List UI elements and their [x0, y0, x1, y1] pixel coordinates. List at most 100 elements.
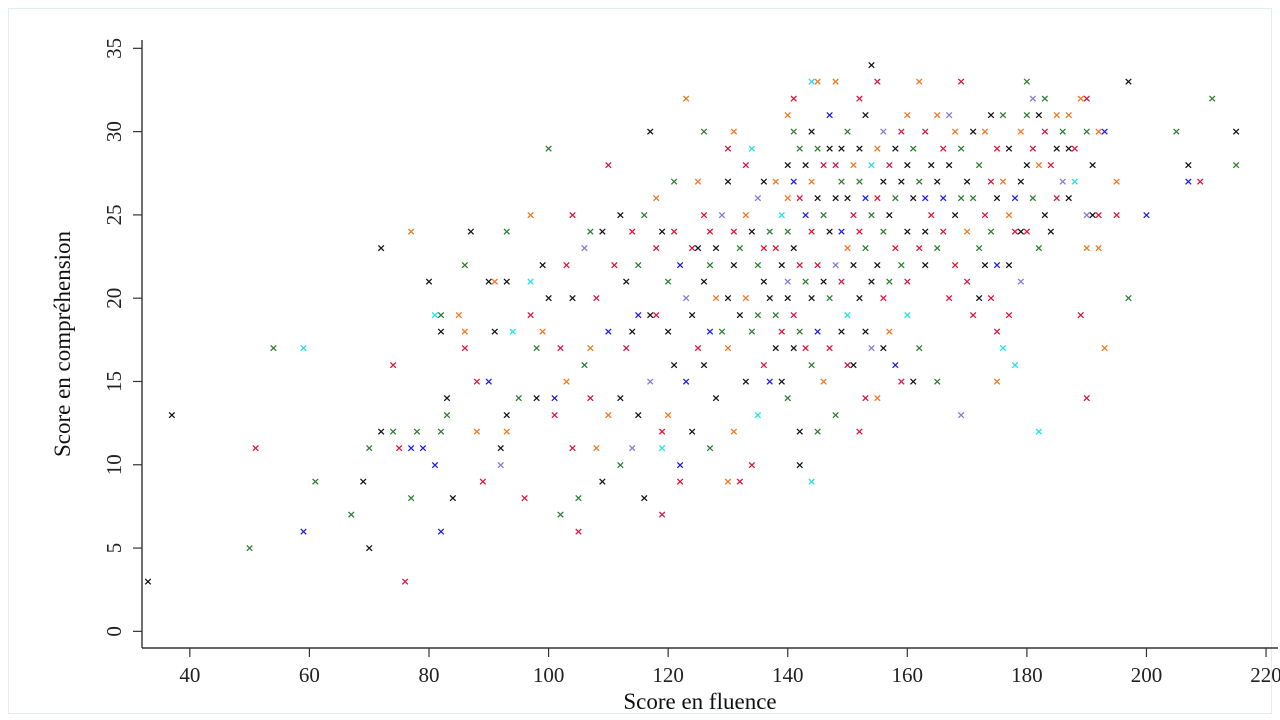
data-point: ×	[783, 392, 792, 405]
data-point: ×	[777, 208, 786, 221]
data-point: ×	[442, 408, 451, 421]
data-point: ×	[867, 275, 876, 288]
data-point: ×	[915, 175, 924, 188]
data-point: ×	[251, 442, 260, 455]
data-point: ×	[143, 575, 152, 588]
data-point: ×	[855, 292, 864, 305]
data-point: ×	[598, 475, 607, 488]
data-point: ×	[933, 108, 942, 121]
data-point: ×	[586, 225, 595, 238]
data-point: ×	[705, 225, 714, 238]
data-point: ×	[867, 208, 876, 221]
data-point: ×	[945, 158, 954, 171]
data-point: ×	[927, 158, 936, 171]
data-point: ×	[891, 242, 900, 255]
data-point: ×	[933, 175, 942, 188]
data-point: ×	[592, 292, 601, 305]
data-point: ×	[747, 325, 756, 338]
data-point: ×	[598, 225, 607, 238]
data-point: ×	[1088, 208, 1097, 221]
data-point: ×	[699, 275, 708, 288]
data-point: ×	[574, 525, 583, 538]
data-point: ×	[616, 458, 625, 471]
data-point: ×	[424, 275, 433, 288]
data-point: ×	[879, 125, 888, 138]
data-point: ×	[1184, 158, 1193, 171]
data-point: ×	[1124, 75, 1133, 88]
data-point: ×	[801, 342, 810, 355]
y-axis-title: Score en compréhension	[50, 230, 75, 457]
data-point: ×	[574, 492, 583, 505]
data-point: ×	[795, 258, 804, 271]
data-point: ×	[765, 225, 774, 238]
data-point: ×	[394, 442, 403, 455]
data-point: ×	[448, 492, 457, 505]
data-point: ×	[1052, 192, 1061, 205]
data-point: ×	[801, 158, 810, 171]
data-point: ×	[747, 142, 756, 155]
data-point: ×	[992, 258, 1001, 271]
data-point: ×	[556, 508, 565, 521]
data-point: ×	[825, 108, 834, 121]
data-point: ×	[412, 425, 421, 438]
data-point: ×	[735, 475, 744, 488]
data-point: ×	[873, 142, 882, 155]
data-point: ×	[939, 142, 948, 155]
data-point: ×	[807, 125, 816, 138]
x-tick-label: 160	[892, 663, 924, 687]
y-tick-label: 25	[102, 204, 126, 225]
data-point: ×	[807, 292, 816, 305]
data-point: ×	[556, 342, 565, 355]
data-point: ×	[442, 392, 451, 405]
data-point: ×	[783, 108, 792, 121]
data-point: ×	[580, 358, 589, 371]
data-point: ×	[520, 492, 529, 505]
data-point: ×	[968, 192, 977, 205]
data-point: ×	[1016, 275, 1025, 288]
data-point: ×	[741, 292, 750, 305]
data-point: ×	[1022, 158, 1031, 171]
data-point: ×	[753, 308, 762, 321]
data-point: ×	[957, 142, 966, 155]
data-point: ×	[634, 408, 643, 421]
data-point: ×	[622, 342, 631, 355]
data-point: ×	[831, 158, 840, 171]
data-point: ×	[568, 442, 577, 455]
data-point: ×	[831, 258, 840, 271]
data-point: ×	[843, 358, 852, 371]
data-point: ×	[813, 75, 822, 88]
data-point: ×	[652, 242, 661, 255]
data-point: ×	[646, 308, 655, 321]
data-point: ×	[586, 342, 595, 355]
data-point: ×	[897, 175, 906, 188]
data-point: ×	[945, 292, 954, 305]
data-point: ×	[460, 258, 469, 271]
data-point: ×	[658, 442, 667, 455]
data-point: ×	[873, 192, 882, 205]
data-point: ×	[873, 258, 882, 271]
data-point: ×	[502, 275, 511, 288]
data-point: ×	[436, 525, 445, 538]
data-point: ×	[843, 242, 852, 255]
data-point: ×	[1082, 242, 1091, 255]
data-point: ×	[819, 275, 828, 288]
data-point: ×	[909, 375, 918, 388]
data-point: ×	[855, 175, 864, 188]
data-point: ×	[1100, 125, 1109, 138]
data-point: ×	[1022, 75, 1031, 88]
data-point: ×	[759, 358, 768, 371]
data-point: ×	[699, 208, 708, 221]
data-point: ×	[795, 142, 804, 155]
data-point: ×	[311, 475, 320, 488]
data-point: ×	[1082, 392, 1091, 405]
data-point: ×	[861, 108, 870, 121]
data-point: ×	[430, 458, 439, 471]
data-point: ×	[1232, 125, 1241, 138]
data-point: ×	[1076, 92, 1085, 105]
data-point: ×	[496, 442, 505, 455]
data-point: ×	[484, 375, 493, 388]
data-point: ×	[466, 225, 475, 238]
data-point: ×	[879, 292, 888, 305]
data-point: ×	[873, 392, 882, 405]
data-point: ×	[652, 192, 661, 205]
